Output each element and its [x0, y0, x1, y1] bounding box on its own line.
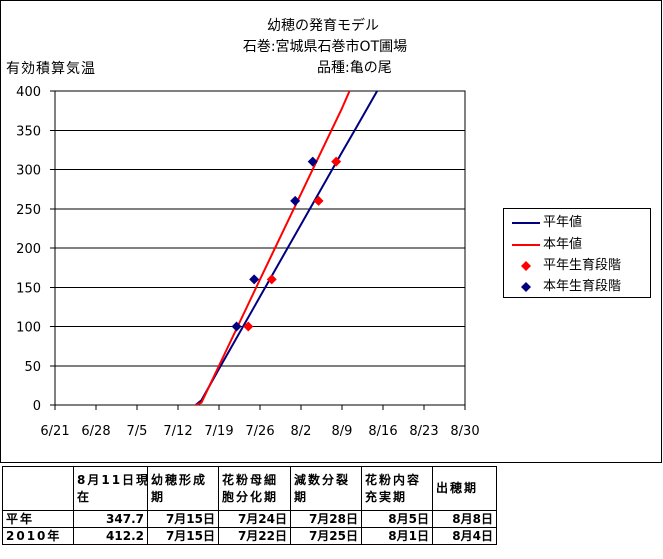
- row-label: 2010年: [2, 527, 74, 545]
- stage-marker-2-1: [266, 274, 277, 285]
- table-cell: 7月24日: [218, 510, 291, 528]
- row-label: 平年: [2, 510, 74, 528]
- legend-line-swatch-icon: [512, 222, 540, 224]
- table-cell: 8月5日: [361, 510, 433, 528]
- header-cell-meiosis: 減数分裂 期: [290, 466, 362, 511]
- stage-marker-3-2: [290, 195, 301, 206]
- x-tick-label: 6/28: [81, 424, 110, 439]
- legend-item-this-year-line: 本年値: [504, 235, 650, 255]
- legend-item-normal-year-stage: 平年生育段階: [504, 256, 650, 276]
- stage-marker-3-0: [231, 321, 242, 332]
- header-line: 胞分化期: [222, 489, 279, 504]
- table-row: 2010年 412.2 7月15日 7月22日 7月25日 8月1日 8月4日: [2, 527, 497, 545]
- x-tick-label: 8/9: [332, 424, 353, 439]
- table-cell: 7月15日: [147, 527, 219, 545]
- tick-labels: 0 50 100 150 200 250 300 350 400 6/21 6/28 7/5 7/12 7…: [16, 85, 479, 439]
- series-line-1: [194, 91, 351, 405]
- x-tick-label: 7/26: [245, 424, 274, 439]
- table-cell: 7月25日: [290, 527, 362, 545]
- series-lines: [194, 91, 379, 405]
- y-tick-label: 250: [16, 203, 41, 218]
- stage-marker-3-3: [307, 156, 318, 167]
- legend-diamond-swatch-icon: [521, 261, 531, 271]
- table-cell: 412.2: [73, 527, 148, 545]
- chart-area: 0 50 100 150 200 250 300 350 400 6/21 6/28 7/5 7/12 7…: [6, 18, 651, 439]
- axis-ticks: [50, 90, 466, 410]
- y-tick-label: 50: [24, 360, 41, 375]
- x-tick-label: 8/16: [368, 424, 397, 439]
- stage-marker-2-2: [313, 195, 324, 206]
- gridlines: [55, 90, 465, 406]
- plot-canvas: 0 50 100 150 200 250 300 350 400 6/21 6/28 7/5 7/12 7…: [16, 85, 479, 439]
- legend-line-swatch-icon: [512, 244, 540, 246]
- legend-label: 平年値: [543, 215, 583, 230]
- y-tick-label: 150: [16, 281, 41, 296]
- table-corner-cell: [2, 466, 74, 511]
- header-cell-heading: 出穂期: [432, 466, 497, 511]
- stage-marker-2-0: [243, 321, 254, 332]
- legend-label: 本年生育段階: [543, 279, 622, 294]
- x-tick-label: 8/2: [291, 424, 312, 439]
- stage-marker-3-1: [249, 274, 260, 285]
- table-row: 平年 347.7 7月15日 7月24日 7月28日 8月5日 8月8日: [2, 510, 497, 528]
- table-cell: 8月1日: [361, 527, 433, 545]
- header-line: 減数分裂: [294, 472, 351, 487]
- y-tick-label: 100: [16, 321, 41, 336]
- stage-marker-2-3: [331, 156, 342, 167]
- legend-item-normal-year-line: 平年値: [504, 213, 650, 233]
- chart-subtitle-variety: 品種:亀の尾: [317, 60, 392, 76]
- chart-title: 幼穂の発育モデル: [267, 18, 379, 34]
- x-tick-label: 6/21: [40, 424, 69, 439]
- header-line: 花粉内容: [365, 472, 422, 487]
- y-tick-label: 300: [16, 164, 41, 179]
- x-tick-label: 8/23: [409, 424, 438, 439]
- header-line: 花粉母細: [222, 472, 279, 487]
- header-line: 在: [77, 489, 92, 504]
- header-cell-current-value: 8月11日現 在: [73, 466, 148, 511]
- header-cell-pollen-mother-cell: 花粉母細 胞分化期: [218, 466, 291, 511]
- legend-label: 本年値: [543, 237, 583, 252]
- table-cell: 8月4日: [432, 527, 497, 545]
- x-tick-label: 7/19: [204, 424, 233, 439]
- x-tick-label: 7/5: [127, 424, 148, 439]
- header-line: 出穂期: [436, 481, 479, 495]
- y-tick-label: 400: [16, 85, 41, 100]
- header-line: 幼穂形成: [151, 472, 208, 487]
- table-cell: 347.7: [73, 510, 148, 528]
- y-axis-title: 有効積算気温: [6, 61, 96, 77]
- chart-subtitle-location: 石巻:宮城県石巻市OT圃場: [242, 39, 408, 55]
- header-cell-pollen-filling: 花粉内容 充実期: [361, 466, 433, 511]
- header-cell-panicle-formation: 幼穂形成 期: [147, 466, 219, 511]
- table-header-row: 8月11日現 在 幼穂形成 期 花粉母細 胞分化期 減数分裂 期 花粉内容 充実…: [2, 466, 497, 511]
- series-markers: [231, 156, 342, 332]
- y-tick-label: 200: [16, 242, 41, 257]
- table-cell: 7月15日: [147, 510, 219, 528]
- header-line: 期: [294, 489, 309, 504]
- x-tick-label: 7/12: [163, 424, 192, 439]
- legend-label: 平年生育段階: [543, 258, 622, 273]
- x-tick-label: 8/30: [450, 424, 479, 439]
- legend-diamond-swatch-icon: [521, 282, 531, 292]
- header-line: 期: [151, 489, 166, 504]
- table-cell: 7月22日: [218, 527, 291, 545]
- header-line: 充実期: [365, 489, 408, 504]
- legend: 平年値 本年値 平年生育段階 本年生育段階: [503, 208, 651, 298]
- header-line: 8月11日現: [77, 472, 148, 487]
- y-tick-label: 0: [33, 399, 41, 414]
- table-cell: 8月8日: [432, 510, 497, 528]
- legend-item-this-year-stage: 本年生育段階: [504, 277, 650, 297]
- table-cell: 7月28日: [290, 510, 362, 528]
- y-tick-label: 350: [16, 124, 41, 139]
- growth-stage-table: 8月11日現 在 幼穂形成 期 花粉母細 胞分化期 減数分裂 期 花粉内容 充実…: [2, 466, 497, 545]
